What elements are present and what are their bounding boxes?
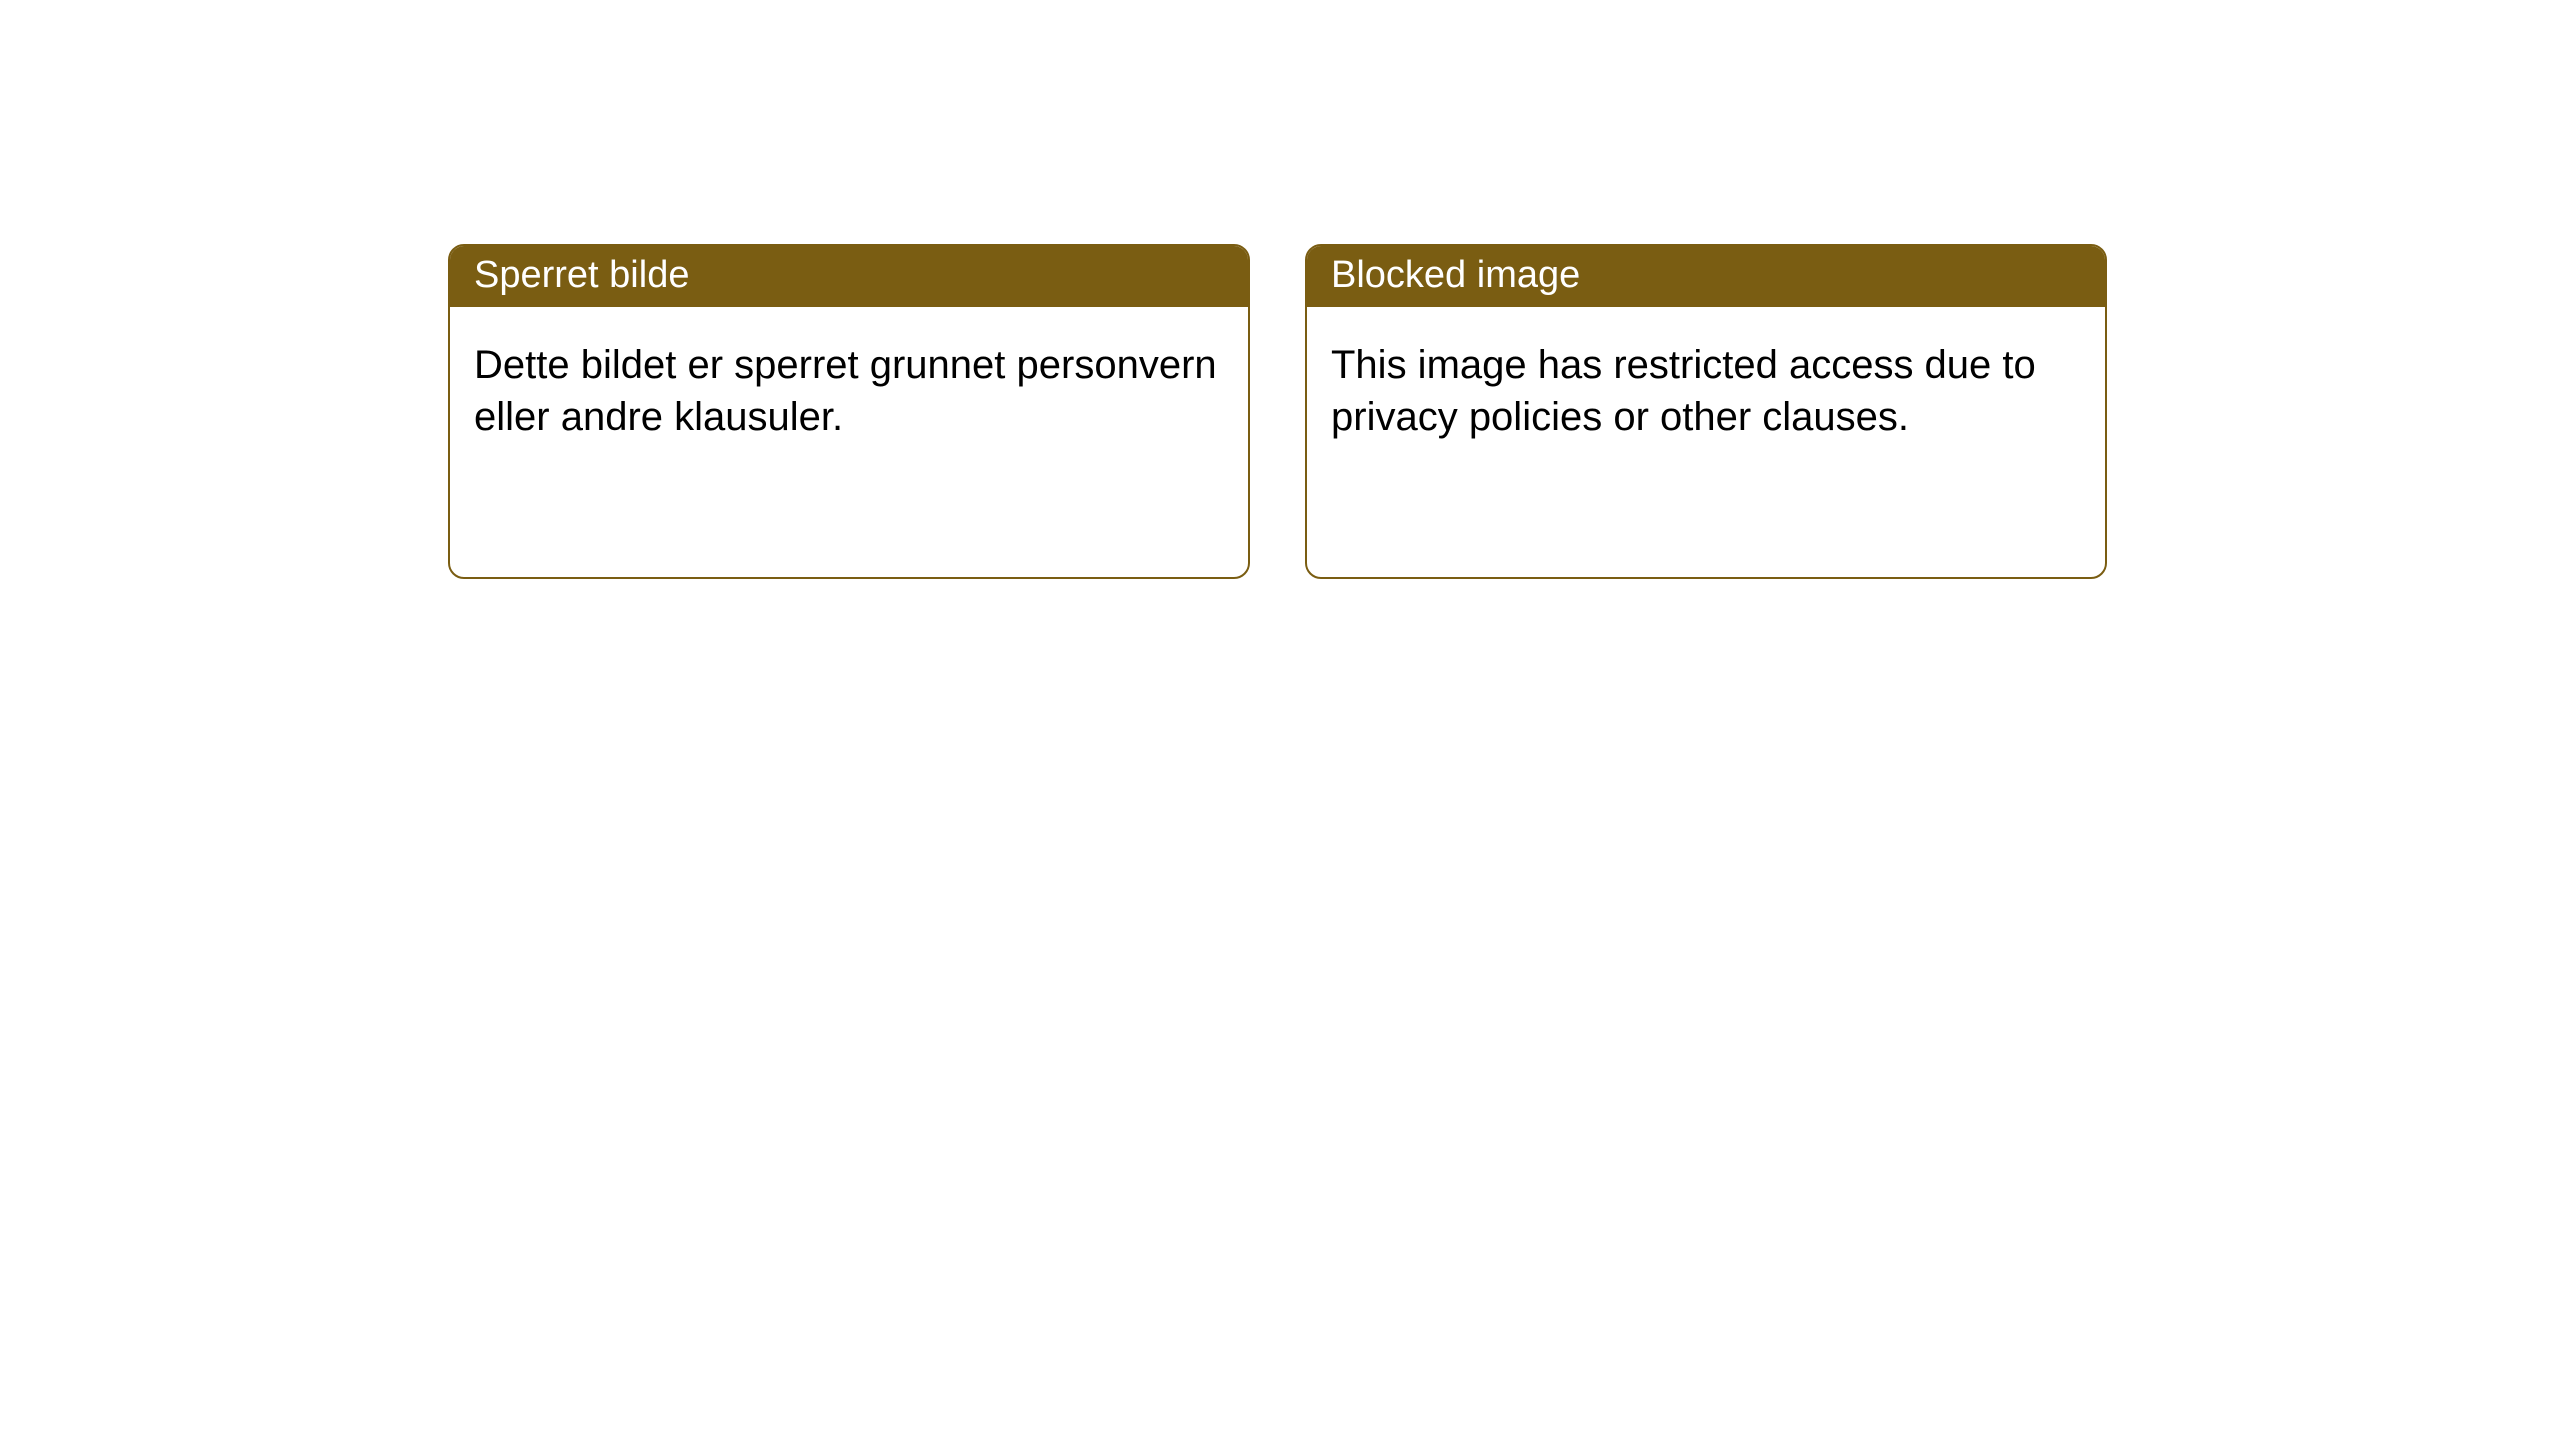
- notice-body: This image has restricted access due to …: [1307, 307, 2105, 467]
- notice-box-english: Blocked image This image has restricted …: [1305, 244, 2107, 579]
- notice-message: Dette bildet er sperret grunnet personve…: [474, 343, 1217, 439]
- notices-container: Sperret bilde Dette bildet er sperret gr…: [0, 0, 2560, 579]
- notice-message: This image has restricted access due to …: [1331, 343, 2036, 439]
- notice-title: Sperret bilde: [474, 254, 689, 296]
- notice-body: Dette bildet er sperret grunnet personve…: [450, 307, 1248, 467]
- notice-header: Sperret bilde: [450, 246, 1248, 307]
- notice-box-norwegian: Sperret bilde Dette bildet er sperret gr…: [448, 244, 1250, 579]
- notice-header: Blocked image: [1307, 246, 2105, 307]
- notice-title: Blocked image: [1331, 254, 1580, 296]
